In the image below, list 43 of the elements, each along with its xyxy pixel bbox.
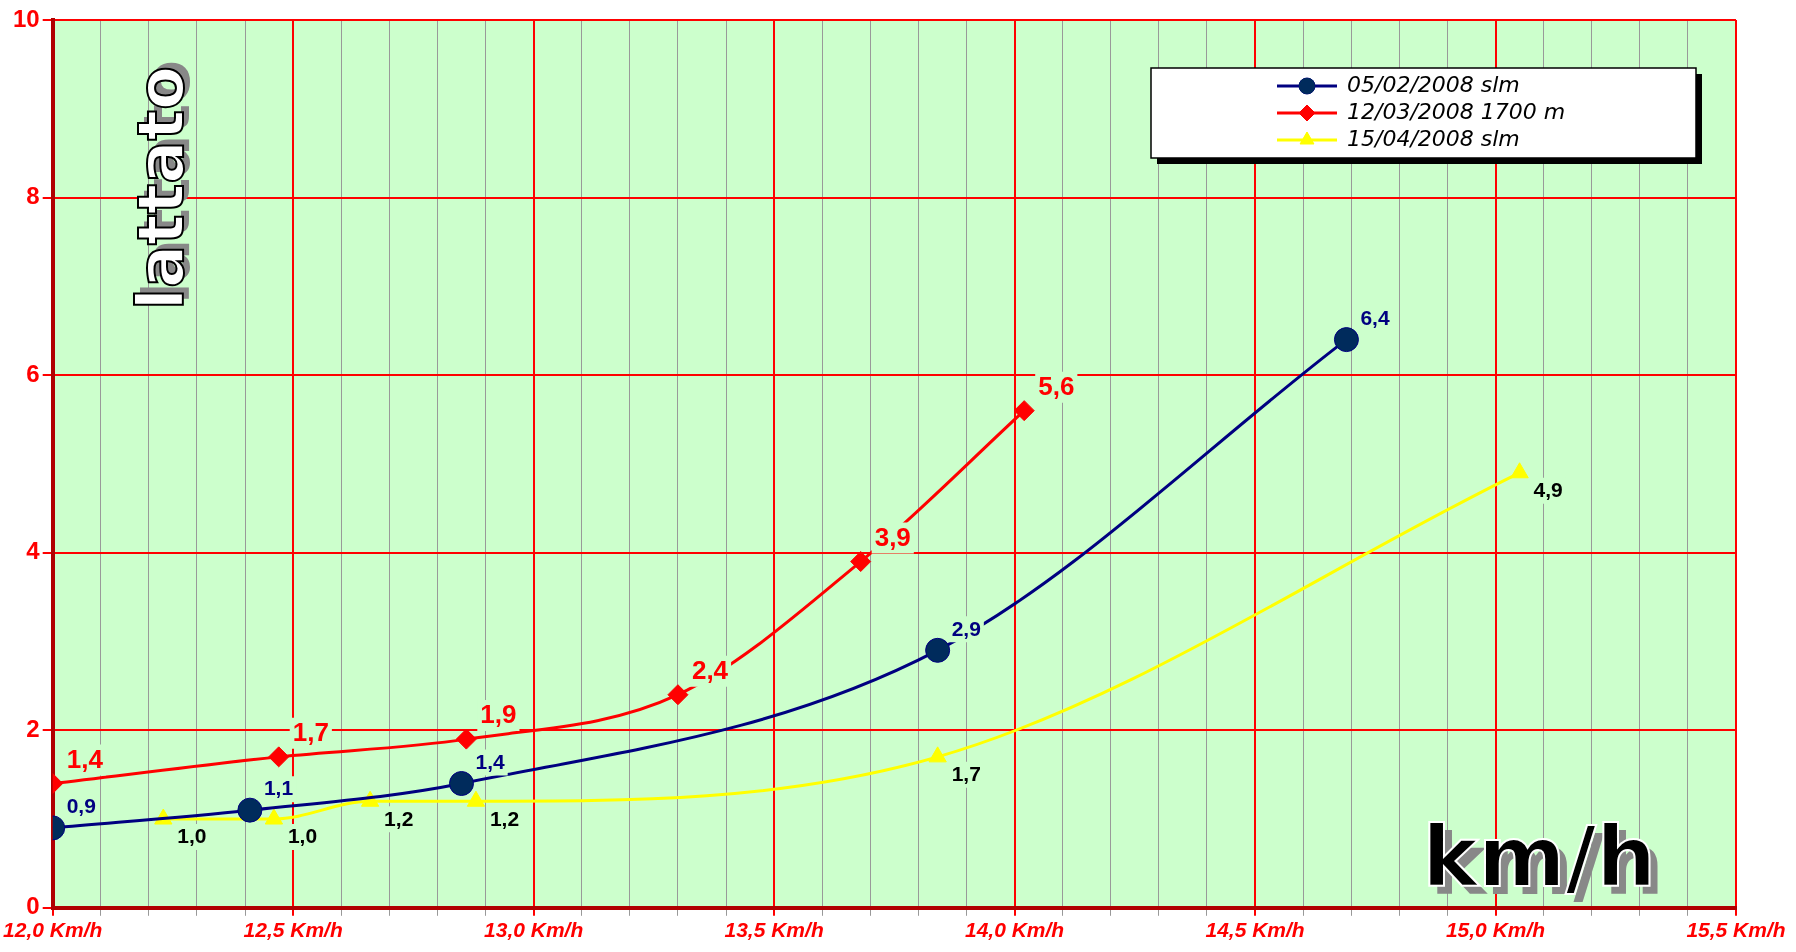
data-label: 2,9 <box>951 616 981 640</box>
x-tick-label: 14,5 Km/h <box>1205 918 1305 942</box>
x-tick-label: 12,0 Km/h <box>3 918 103 942</box>
data-label: 4,9 <box>1533 478 1563 502</box>
data-label: 1,4 <box>475 749 506 773</box>
y-tick-label: 8 <box>26 182 40 210</box>
data-label: 2,4 <box>691 654 729 685</box>
data-label: 3,9 <box>874 521 911 552</box>
point <box>455 728 477 750</box>
y-tick-label: 4 <box>26 537 41 565</box>
point <box>925 637 951 663</box>
x-tick-label: 14,0 Km/h <box>964 918 1065 942</box>
y-tick-label: 2 <box>26 714 40 742</box>
x-tick-label: 13,5 Km/h <box>724 918 824 942</box>
data-label: 5,6 <box>1038 370 1075 401</box>
point <box>237 797 263 823</box>
data-label: 1,9 <box>480 699 517 730</box>
point <box>850 551 872 573</box>
data-label: 1,7 <box>951 762 981 786</box>
data-label: 1,7 <box>292 717 329 748</box>
x-tick-label: 13,0 Km/h <box>484 918 584 942</box>
point <box>268 746 290 768</box>
x-tick-label: 12,5 Km/h <box>243 918 343 942</box>
point <box>1013 400 1035 422</box>
data-label: 6,4 <box>1360 305 1390 329</box>
legend-label: 12/03/2008 1700 m <box>1347 98 1566 124</box>
x-tick-label: 15,0 Km/h <box>1445 918 1546 942</box>
y-tick-label: 0 <box>26 892 40 920</box>
point <box>449 771 474 797</box>
data-label: 1,0 <box>287 824 318 848</box>
data-label: 1,4 <box>66 743 104 774</box>
data-label: 1,2 <box>384 806 414 830</box>
legend-label: 05/02/2008 slm <box>1347 71 1520 97</box>
data-label: 0,9 <box>66 794 96 818</box>
x-tick-label: 15,5 Km/h <box>1686 918 1786 942</box>
y-tick-label: 6 <box>26 359 40 387</box>
data-label: 1,0 <box>177 824 207 848</box>
legend-label: 15/04/2008 slm <box>1347 125 1520 151</box>
y-tick-label: 10 <box>12 4 40 32</box>
point <box>1333 327 1359 353</box>
point <box>667 684 689 706</box>
data-label: 1,1 <box>263 776 294 800</box>
data-label: 1,2 <box>489 806 520 830</box>
